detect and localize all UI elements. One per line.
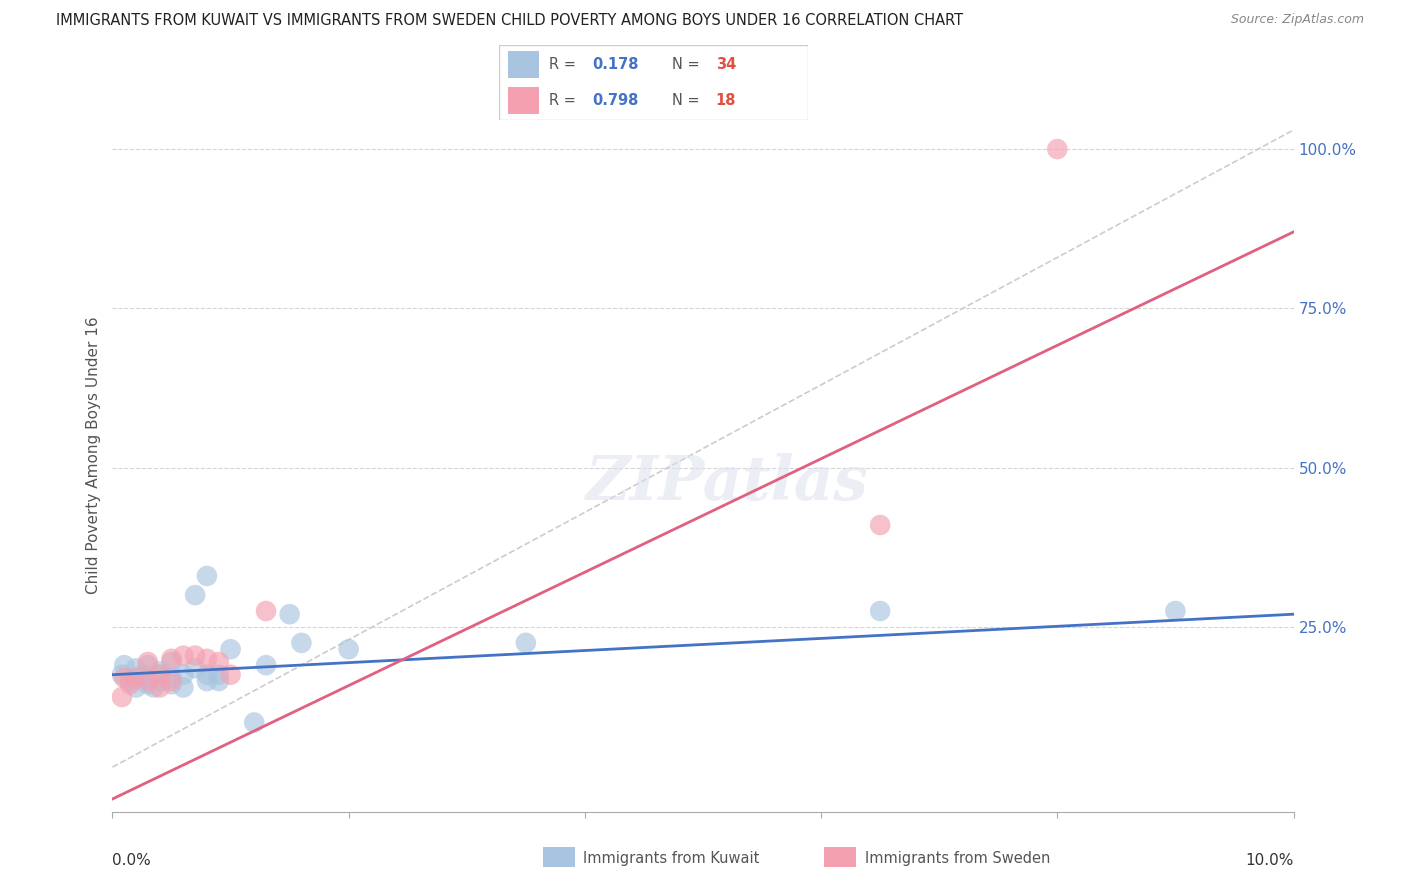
Point — [136, 655, 159, 669]
Point — [208, 674, 231, 689]
Point — [219, 642, 242, 657]
Text: R =: R = — [548, 93, 581, 108]
FancyBboxPatch shape — [509, 87, 540, 113]
Text: 18: 18 — [716, 93, 737, 108]
Point — [195, 652, 218, 666]
Point — [149, 667, 172, 681]
Point — [1164, 604, 1187, 618]
Point — [160, 677, 183, 691]
Point — [515, 636, 537, 650]
Point — [172, 681, 194, 695]
Point — [184, 661, 207, 675]
Text: 10.0%: 10.0% — [1246, 853, 1294, 868]
Point — [112, 658, 135, 673]
Text: ZIPatlas: ZIPatlas — [585, 453, 868, 514]
Point — [195, 667, 218, 681]
Point — [184, 648, 207, 663]
Point — [120, 677, 142, 691]
Point — [337, 642, 360, 657]
Point — [136, 677, 159, 691]
Text: Immigrants from Sweden: Immigrants from Sweden — [865, 851, 1050, 865]
Point — [125, 681, 148, 695]
Point — [869, 518, 891, 533]
Text: 0.0%: 0.0% — [112, 853, 152, 868]
Point — [111, 690, 134, 704]
Point — [1046, 142, 1069, 156]
Text: N =: N = — [672, 57, 704, 72]
Point — [136, 671, 159, 685]
Point — [254, 658, 277, 673]
FancyBboxPatch shape — [824, 847, 856, 867]
Text: R =: R = — [548, 57, 581, 72]
Point — [254, 604, 277, 618]
Point — [184, 588, 207, 602]
Point — [149, 667, 172, 681]
Point — [172, 667, 194, 681]
Point — [120, 674, 142, 689]
Point — [208, 667, 231, 681]
Point — [195, 674, 218, 689]
Point — [136, 674, 159, 689]
Point — [149, 674, 172, 689]
Point — [869, 604, 891, 618]
Text: 34: 34 — [716, 57, 735, 72]
Point — [290, 636, 312, 650]
Point — [160, 674, 183, 689]
Point — [142, 681, 165, 695]
Point — [208, 655, 231, 669]
Point — [131, 667, 153, 681]
FancyBboxPatch shape — [543, 847, 575, 867]
Text: 0.798: 0.798 — [592, 93, 638, 108]
Y-axis label: Child Poverty Among Boys Under 16: Child Poverty Among Boys Under 16 — [86, 316, 101, 594]
Text: Source: ZipAtlas.com: Source: ZipAtlas.com — [1230, 13, 1364, 27]
Text: 0.178: 0.178 — [592, 57, 638, 72]
Point — [160, 655, 183, 669]
Point — [172, 648, 194, 663]
Point — [219, 667, 242, 681]
FancyBboxPatch shape — [509, 52, 540, 78]
FancyBboxPatch shape — [499, 45, 808, 120]
Point — [125, 661, 148, 675]
Text: Immigrants from Kuwait: Immigrants from Kuwait — [583, 851, 759, 865]
Point — [149, 681, 172, 695]
Point — [243, 715, 266, 730]
Point — [149, 665, 172, 679]
Point — [160, 652, 183, 666]
Point — [195, 569, 218, 583]
Point — [136, 658, 159, 673]
Point — [278, 607, 301, 622]
Text: N =: N = — [672, 93, 704, 108]
Point — [125, 671, 148, 685]
Point — [160, 671, 183, 685]
Text: IMMIGRANTS FROM KUWAIT VS IMMIGRANTS FROM SWEDEN CHILD POVERTY AMONG BOYS UNDER : IMMIGRANTS FROM KUWAIT VS IMMIGRANTS FRO… — [56, 13, 963, 29]
Point — [111, 667, 134, 681]
Point — [112, 671, 135, 685]
